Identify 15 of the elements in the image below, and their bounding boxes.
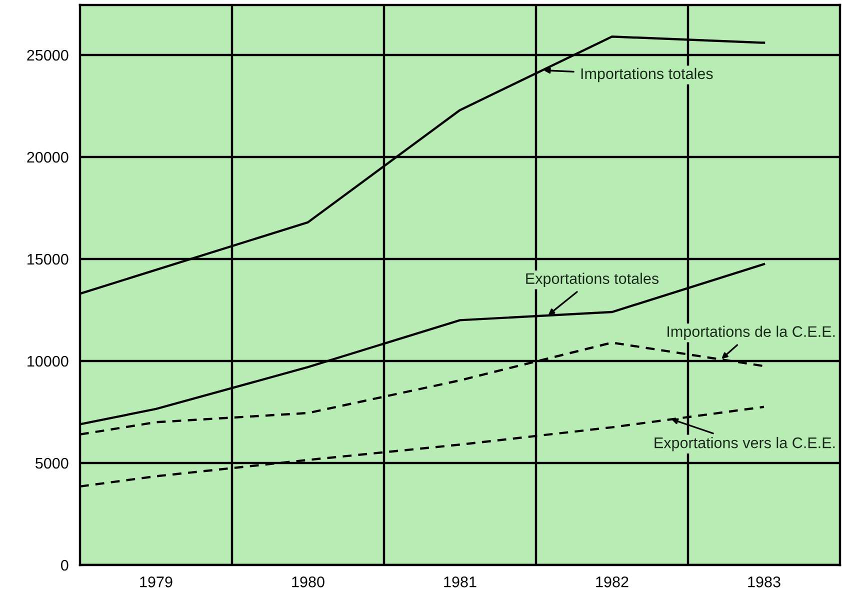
annotation: Importations totales [581, 68, 713, 82]
annotation: Exportations vers la C.E.E. [654, 437, 835, 452]
y-tick-label: 15000 [28, 254, 68, 265]
x-tick-label: 1982 [596, 576, 628, 588]
y-tick-label: 5000 [36, 458, 68, 469]
x-tick-label: 1981 [444, 576, 476, 588]
y-tick-label: 20000 [27, 152, 68, 163]
x-tick-label: 1980 [292, 576, 324, 588]
x-tick-label: 1983 [748, 576, 780, 588]
annotation: Exportations totales [526, 272, 659, 287]
annotation: Importations de la C.E.E. [668, 326, 835, 340]
x-tick-label: 1979 [140, 576, 172, 588]
y-tick-label: 25000 [27, 50, 68, 61]
y-tick-label: 0 [60, 560, 68, 571]
y-tick-label: 10000 [28, 356, 68, 367]
